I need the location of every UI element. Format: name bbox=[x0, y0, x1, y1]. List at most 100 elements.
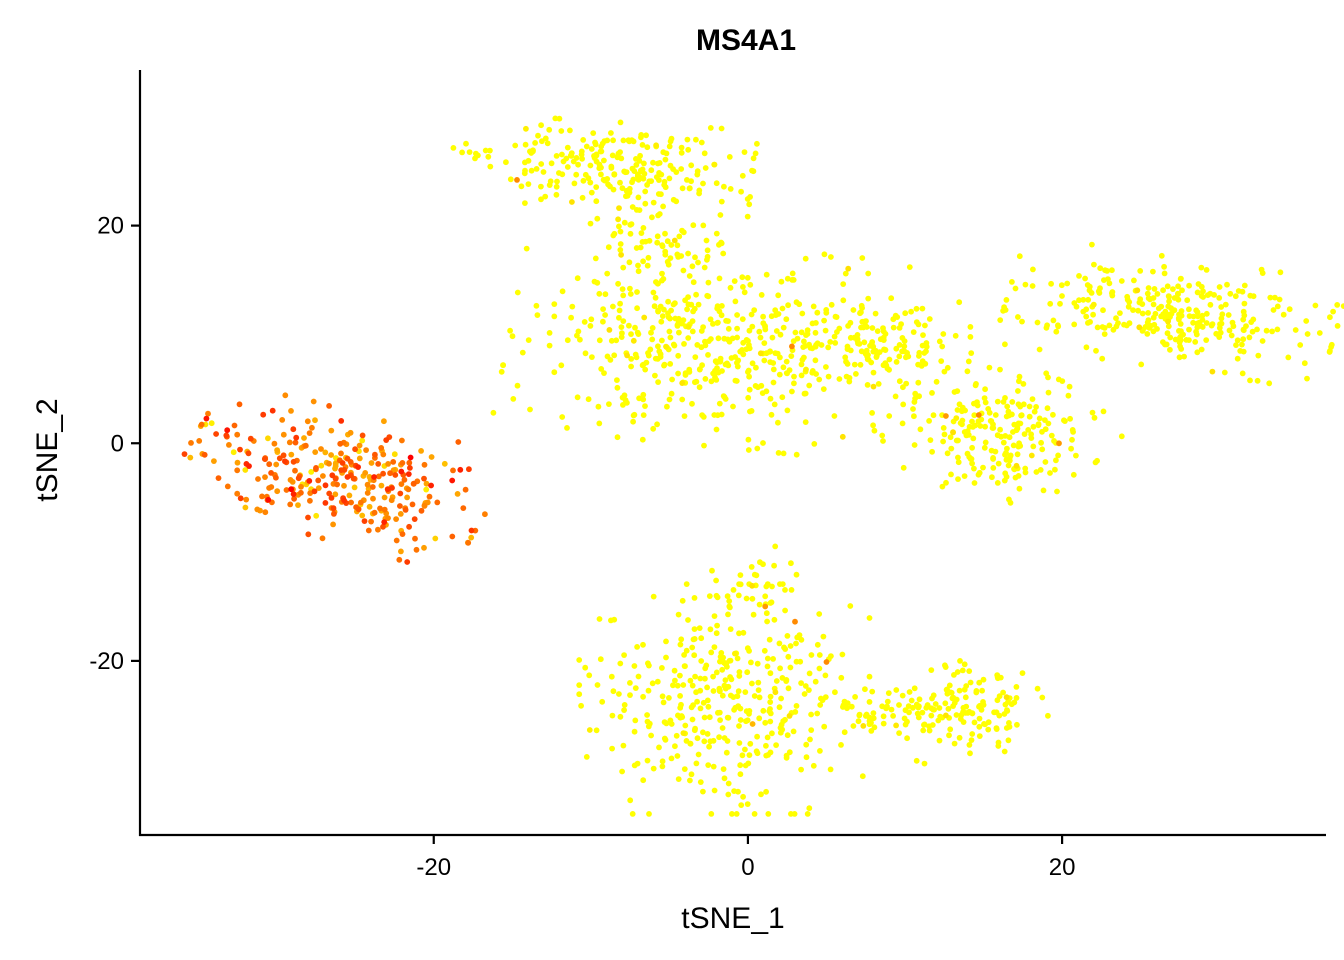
cell-point-b-cells bbox=[211, 458, 217, 464]
cell-point-neck bbox=[649, 214, 655, 221]
cell-point-bottom-main bbox=[578, 702, 584, 709]
cell-point-top-arm bbox=[648, 178, 655, 185]
cell-point-top-arm bbox=[588, 189, 595, 196]
cell-point-bottom-main bbox=[724, 714, 731, 721]
cell-point-bottom-main bbox=[659, 763, 666, 770]
cell-point-bottom-main bbox=[737, 717, 744, 723]
cell-point-neck bbox=[594, 215, 601, 222]
cell-point-bottom-stem bbox=[749, 582, 755, 589]
cell-point-main-body bbox=[628, 356, 635, 362]
cell-point-top-arm bbox=[635, 194, 642, 201]
cell-point-bottom-right bbox=[904, 735, 910, 742]
cell-point-diag-arm bbox=[965, 432, 972, 438]
cell-point-top-arm bbox=[688, 178, 694, 185]
cell-point-top-arm bbox=[666, 175, 673, 182]
cell-point-main-body bbox=[744, 274, 751, 281]
x-tick-label: -20 bbox=[416, 854, 451, 881]
cell-point-main-body bbox=[696, 384, 703, 391]
cell-point-main-body bbox=[831, 413, 838, 419]
cell-point-main-body bbox=[604, 270, 611, 277]
cell-point-top-arm bbox=[707, 125, 714, 131]
cell-point-main-body bbox=[634, 289, 640, 295]
cell-point-main-body bbox=[693, 291, 699, 298]
cell-point-bottom-main bbox=[694, 698, 700, 705]
cell-point-main-body bbox=[559, 288, 566, 295]
cell-point-top-arm bbox=[538, 196, 544, 203]
cell-point-right-cluster bbox=[1117, 310, 1123, 316]
cell-point-main-body bbox=[577, 336, 583, 343]
cell-point-main-right bbox=[825, 373, 832, 380]
cell-point-diag-arm bbox=[982, 399, 989, 406]
cell-point-right-cluster bbox=[1113, 323, 1120, 330]
cell-point-bottom-main bbox=[711, 644, 718, 650]
cell-point-bottom-main bbox=[722, 677, 729, 683]
cell-point-main-body bbox=[652, 372, 658, 379]
cell-point-main-body bbox=[655, 379, 661, 385]
cell-point-neck bbox=[713, 230, 720, 237]
cell-point-bottom-main bbox=[710, 673, 716, 680]
cell-point-right-cluster bbox=[1097, 265, 1104, 272]
cell-point-bottom-main bbox=[737, 705, 744, 712]
cell-point-top-arm bbox=[630, 176, 637, 183]
cell-point-bottom-right bbox=[993, 726, 1000, 732]
cell-point-top-arm bbox=[643, 132, 649, 139]
cell-point-main-body bbox=[650, 425, 657, 432]
cell-point-main-body bbox=[564, 425, 570, 431]
cell-point-b-cells bbox=[310, 398, 317, 405]
cell-point-bottom-main bbox=[841, 729, 848, 736]
cell-point-main-body bbox=[840, 297, 847, 304]
cell-point-main-body bbox=[558, 362, 565, 369]
cell-point-diag-arm bbox=[1033, 469, 1040, 475]
cell-point-main-body bbox=[665, 261, 672, 268]
cell-point-bottom-main bbox=[754, 733, 760, 740]
cell-point-main-body bbox=[671, 342, 678, 349]
cell-point-main-body bbox=[640, 391, 647, 398]
cell-point-top-arm bbox=[623, 169, 630, 176]
cell-point-diag-arm bbox=[1070, 429, 1076, 435]
cell-point-top-arm bbox=[650, 159, 656, 166]
cell-point-b-cells bbox=[312, 417, 318, 424]
cell-point-top-arm bbox=[522, 200, 528, 207]
cell-point-main-body bbox=[730, 403, 736, 410]
cell-point-bottom-main bbox=[736, 630, 742, 637]
cell-point-main-body bbox=[679, 396, 686, 403]
cell-point-right-cluster bbox=[1270, 307, 1277, 313]
cell-point-main-body bbox=[850, 307, 857, 313]
cell-point-bottom-main bbox=[782, 587, 788, 593]
cell-point-main-body bbox=[763, 271, 770, 278]
cell-point-diag-arm bbox=[1015, 388, 1021, 394]
cell-point-bottom-main bbox=[659, 665, 665, 671]
cell-point-right-cluster bbox=[1150, 295, 1157, 301]
cell-point-bottom-right bbox=[946, 682, 953, 689]
cell-point-top-arm bbox=[739, 172, 746, 179]
cell-point-right-cluster bbox=[1135, 307, 1141, 314]
cell-point-outlier bbox=[514, 177, 520, 183]
cell-point-main-right bbox=[904, 350, 910, 356]
cell-point-top-arm bbox=[588, 146, 595, 152]
cell-point-main-body bbox=[661, 361, 668, 368]
scatter-points bbox=[181, 115, 1344, 817]
cell-point-diag-arm bbox=[1007, 499, 1014, 506]
cell-point-bottom-right bbox=[1008, 701, 1015, 708]
cell-point-main-body bbox=[705, 279, 712, 286]
cell-point-b-cells bbox=[288, 451, 295, 458]
cell-point-b-cells bbox=[359, 437, 366, 444]
cell-point-bottom-main bbox=[803, 754, 810, 761]
cell-point-right-cluster bbox=[1082, 275, 1088, 282]
cell-point-diag-arm bbox=[971, 412, 978, 419]
cell-point-top-arm bbox=[525, 181, 532, 188]
cell-point-b-cells bbox=[322, 482, 329, 489]
cell-point-bottom-right bbox=[951, 672, 957, 678]
cell-point-top-arm bbox=[538, 183, 544, 190]
cell-point-top-arm bbox=[702, 165, 709, 171]
cell-point-main-body bbox=[791, 380, 797, 387]
cell-point-bottom-main bbox=[838, 674, 845, 681]
cell-point-bottom-main bbox=[720, 654, 726, 661]
cell-point-right-cluster bbox=[1109, 290, 1115, 297]
cell-point-bottom-right bbox=[957, 658, 963, 664]
cell-point-diag-arm bbox=[1028, 435, 1035, 441]
cell-point-right-cluster bbox=[1158, 313, 1164, 320]
cell-point-diag-arm bbox=[1004, 403, 1011, 410]
cell-point-main-body bbox=[551, 301, 558, 307]
cell-point-bottom-main bbox=[640, 641, 646, 648]
